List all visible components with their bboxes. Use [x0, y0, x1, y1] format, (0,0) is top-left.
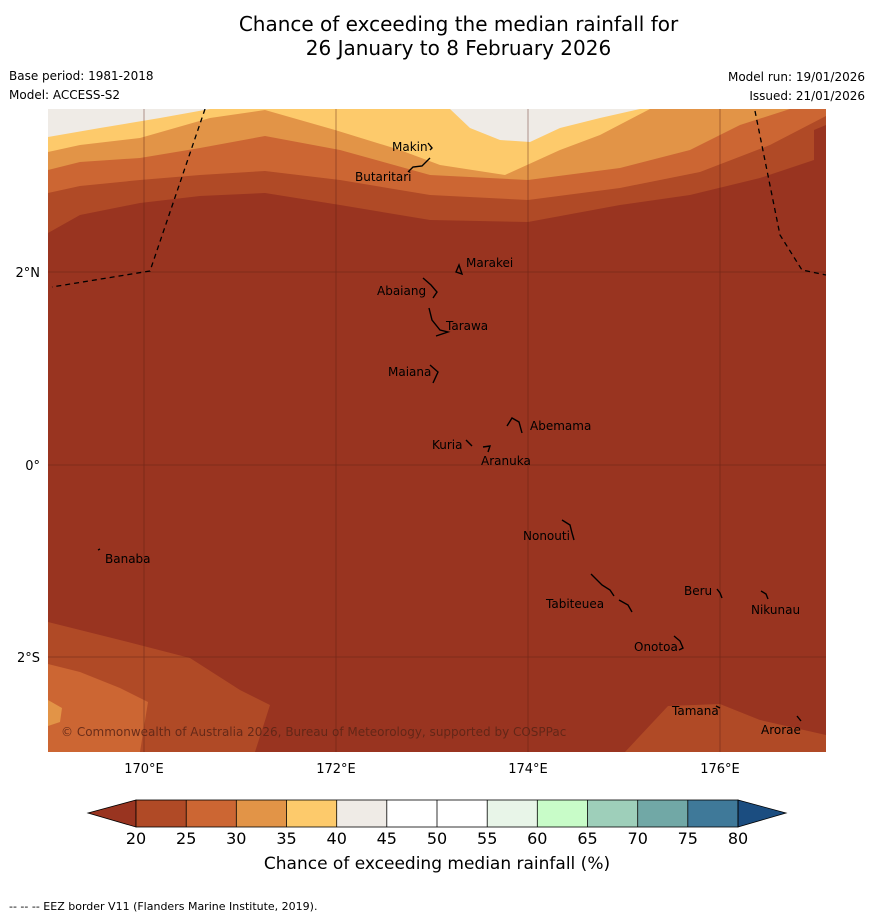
lat-tick-0: 0°	[25, 459, 40, 474]
colorbar-tick-25: 25	[176, 829, 196, 848]
model-run: Model run: 19/01/2026	[727, 70, 865, 84]
colorbar: 20 25 30 35 40 45 50 55 60 65 70 75 80	[86, 799, 788, 848]
place-banaba: Banaba	[105, 552, 151, 566]
colorbar-tick-30: 30	[226, 829, 246, 848]
lat-tick-2n: 2°N	[16, 266, 41, 281]
place-nikunau: Nikunau	[751, 603, 800, 617]
place-abemama: Abemama	[530, 419, 591, 433]
island-nikunau	[760, 590, 769, 600]
island-nonouti	[561, 519, 575, 541]
place-tabiteuea: Tabiteuea	[545, 597, 604, 611]
colorbar-dividers	[135, 799, 739, 828]
colorbar-bin-60-65	[537, 800, 588, 827]
colorbar-tick-70: 70	[628, 829, 648, 848]
island-butaritari	[407, 157, 431, 173]
axis-labels: 170°E 172°E 174°E 176°E 2°N 0° 2°S	[16, 266, 740, 777]
model-name: Model: ACCESS-S2	[9, 88, 121, 102]
colorbar-tick-75: 75	[678, 829, 698, 848]
place-makin: Makin	[392, 140, 428, 154]
shade-band-25-30-southwest	[48, 664, 148, 752]
colorbar-tick-35: 35	[276, 829, 296, 848]
colorbar-tick-40: 40	[327, 829, 347, 848]
colorbar-tick-60: 60	[527, 829, 547, 848]
place-nonouti: Nonouti	[523, 529, 570, 543]
colorbar-extend-high	[737, 799, 788, 828]
island-maiana	[429, 364, 439, 384]
island-outlines	[97, 142, 802, 722]
island-abaiang	[422, 277, 438, 299]
colorbar-bin-40-45	[336, 800, 387, 827]
place-labels: Makin Butaritari Marakei Abaiang Tarawa …	[105, 140, 801, 737]
place-tamana: Tamana	[671, 704, 719, 718]
colorbar-bin-30-35	[236, 800, 287, 827]
chart-title: Chance of exceeding the median rainfall …	[0, 12, 873, 60]
colorbar-extend-low	[86, 799, 137, 828]
colorbar-bin-50-55	[437, 800, 488, 827]
colorbar-bin-35-40	[286, 800, 337, 827]
island-tabiteuea	[590, 573, 633, 613]
lat-tick-2s: 2°S	[17, 651, 40, 666]
colorbar-tick-65: 65	[577, 829, 597, 848]
colorbar-bin-45-50	[386, 800, 437, 827]
island-aranuka	[482, 445, 492, 453]
colorbar-bin-55-60	[487, 800, 538, 827]
shade-band-40-45-northwest	[48, 109, 210, 137]
place-abaiang: Abaiang	[377, 284, 426, 298]
colorbar-tick-20: 20	[126, 829, 146, 848]
map-panel: Makin Butaritari Marakei Abaiang Tarawa …	[48, 109, 826, 752]
shade-band-30-35-southwest	[48, 700, 62, 726]
issued-date: Issued: 21/01/2026	[749, 89, 865, 103]
colorbar-bin-20-25	[136, 800, 187, 827]
island-marakei	[455, 263, 464, 276]
island-abemama	[506, 417, 523, 434]
place-tarawa: Tarawa	[445, 319, 488, 333]
colorbar-label: Chance of exceeding median rainfall (%)	[263, 854, 611, 874]
island-kuria	[465, 439, 473, 447]
eez-border-legend: -- -- -- EEZ border V11 (Flanders Marine…	[9, 900, 318, 913]
island-banaba	[97, 548, 101, 551]
colorbar-bin-65-70	[587, 800, 638, 827]
colorbar-tick-55: 55	[477, 829, 497, 848]
colorbar-bin-70-75	[637, 800, 688, 827]
eez-border-east	[754, 110, 826, 276]
place-onotoa: Onotoa	[634, 640, 678, 654]
island-beru	[716, 588, 723, 599]
eez-border-west	[51, 109, 206, 288]
colorbar-tick-80: 80	[728, 829, 748, 848]
place-marakei: Marakei	[466, 256, 513, 270]
gridlines	[48, 109, 826, 752]
place-kuria: Kuria	[432, 438, 463, 452]
place-arorae: Arorae	[761, 723, 801, 737]
shade-band-40-45-north	[450, 109, 640, 142]
place-maiana: Maiana	[388, 365, 431, 379]
base-period: Base period: 1981-2018	[9, 69, 154, 83]
colorbar-tick-45: 45	[377, 829, 397, 848]
colorbar-tick-50: 50	[427, 829, 447, 848]
lon-tick-176: 176°E	[700, 762, 740, 777]
colorbar-bin-25-30	[186, 800, 237, 827]
island-tarawa	[428, 307, 451, 337]
place-butaritari: Butaritari	[355, 170, 412, 184]
title-line-1: Chance of exceeding the median rainfall …	[238, 12, 679, 36]
island-tamana	[715, 705, 721, 709]
title-line-2: 26 January to 8 February 2026	[305, 36, 612, 60]
island-makin	[427, 142, 433, 151]
shade-band-20-25-southeast	[625, 704, 826, 752]
island-arorae	[796, 715, 802, 722]
lon-tick-174: 174°E	[508, 762, 548, 777]
copyright-notice: © Commonwealth of Australia 2026, Bureau…	[61, 725, 566, 739]
lon-tick-172: 172°E	[316, 762, 356, 777]
lon-tick-170: 170°E	[124, 762, 164, 777]
colorbar-ticks: 20 25 30 35 40 45 50 55 60 65 70 75 80	[126, 829, 748, 848]
place-aranuka: Aranuka	[481, 454, 531, 468]
place-beru: Beru	[684, 584, 712, 598]
island-onotoa	[673, 635, 684, 651]
colorbar-bin-75-80	[687, 800, 738, 827]
